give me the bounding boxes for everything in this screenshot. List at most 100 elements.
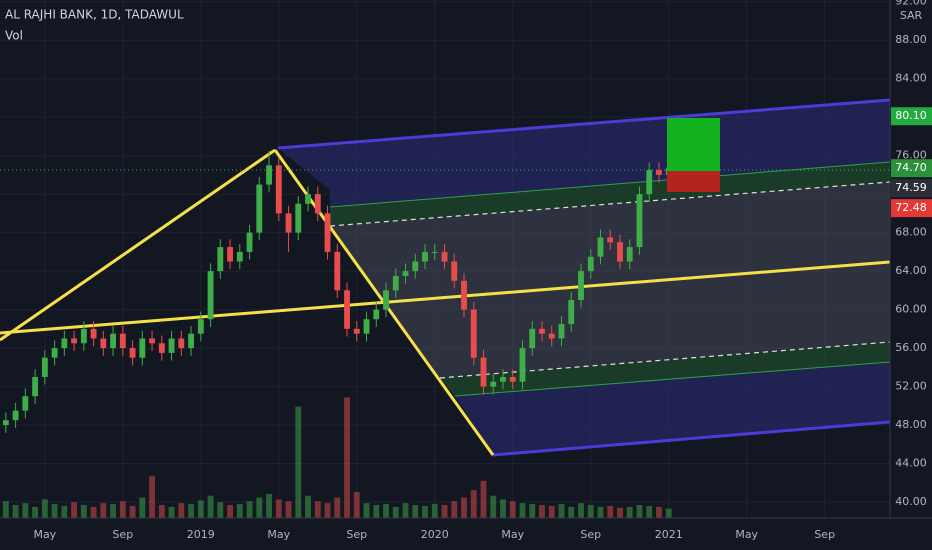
volume-bar bbox=[597, 506, 604, 518]
candle-body bbox=[363, 319, 370, 334]
candle-body bbox=[431, 251, 438, 253]
candle-body bbox=[168, 338, 175, 353]
volume-bar bbox=[500, 499, 506, 518]
candle-body bbox=[22, 396, 29, 411]
pitchfork-middle-zone bbox=[330, 182, 890, 378]
volume-bar bbox=[578, 503, 584, 518]
candle-body bbox=[373, 309, 380, 320]
candles bbox=[2, 150, 672, 433]
volume-bar bbox=[441, 505, 448, 518]
pitchfork-lower-line bbox=[492, 420, 891, 457]
candle-body bbox=[275, 165, 282, 214]
volume-bar bbox=[461, 497, 467, 518]
profit-zone bbox=[667, 118, 720, 171]
candle-body bbox=[402, 271, 409, 276]
price-tag-label: 74.70 bbox=[895, 161, 927, 174]
volume-bar bbox=[178, 503, 185, 518]
median-line bbox=[0, 260, 891, 335]
candle-body bbox=[227, 247, 233, 262]
candle-body bbox=[646, 170, 653, 195]
candle-body bbox=[149, 338, 155, 344]
volume-bar bbox=[90, 506, 97, 518]
price-tag bbox=[891, 199, 932, 218]
volume-bar bbox=[480, 480, 487, 518]
volume-bar bbox=[266, 493, 272, 518]
volume-bar bbox=[139, 497, 146, 518]
y-tick-label: 64.00 bbox=[895, 264, 927, 277]
volume-bar bbox=[149, 476, 155, 518]
volume-bar bbox=[334, 497, 341, 518]
candle-body bbox=[539, 328, 545, 334]
candle-body bbox=[480, 357, 487, 387]
candle-body bbox=[500, 376, 506, 382]
axis-labels: 92.0088.0084.0080.0076.0072.0068.0064.00… bbox=[33, 0, 932, 541]
candle-body bbox=[158, 343, 165, 353]
volume-bar bbox=[207, 495, 214, 518]
currency: SAR bbox=[900, 9, 923, 22]
price-tag-label: 72.48 bbox=[895, 201, 927, 214]
candle-body bbox=[509, 376, 516, 382]
x-tick-label: May bbox=[501, 528, 524, 541]
candle-body bbox=[324, 213, 331, 252]
price-tag-label: 74.59 bbox=[895, 181, 927, 194]
volume-bar bbox=[110, 504, 117, 518]
loss-zone bbox=[667, 171, 720, 192]
volume-bar bbox=[314, 501, 321, 518]
candle-body bbox=[246, 232, 253, 252]
volume-bar bbox=[509, 501, 516, 518]
candle-body bbox=[617, 242, 623, 262]
candle-body bbox=[207, 271, 214, 320]
volume-bar bbox=[188, 504, 194, 518]
indicator-label: Vol bbox=[5, 29, 23, 43]
volume-bar bbox=[422, 505, 428, 518]
candle-body bbox=[51, 348, 58, 358]
volume-bar bbox=[626, 506, 633, 518]
band-line bbox=[454, 361, 891, 397]
x-tick-label: Sep bbox=[580, 528, 601, 541]
candle-body bbox=[607, 237, 614, 243]
x-tick-label: 2020 bbox=[421, 528, 449, 541]
dashed-line bbox=[329, 181, 891, 227]
candle-body bbox=[587, 256, 594, 272]
volume-bar bbox=[665, 508, 672, 518]
pitchfork-upper-zone bbox=[278, 100, 890, 207]
drawings bbox=[0, 98, 891, 457]
pitchfork-upper-line bbox=[277, 98, 891, 150]
price-tag bbox=[891, 179, 932, 198]
volume-bar bbox=[61, 505, 68, 518]
candle-body bbox=[490, 381, 497, 387]
candle-body bbox=[451, 261, 458, 281]
candle-body bbox=[353, 328, 360, 334]
volume-bar bbox=[256, 497, 263, 518]
y-tick-label: 40.00 bbox=[895, 495, 927, 508]
volume-bar bbox=[363, 503, 370, 518]
candle-body bbox=[236, 251, 243, 262]
volume-bar bbox=[373, 505, 380, 518]
volume-bar bbox=[324, 503, 331, 518]
volume-bar bbox=[539, 505, 545, 518]
y-tick-label: 76.00 bbox=[895, 149, 927, 162]
volume-bar bbox=[402, 503, 409, 518]
candle-body bbox=[2, 420, 9, 426]
candle-body bbox=[100, 338, 107, 349]
volume-bar bbox=[646, 505, 653, 518]
volume-bar bbox=[656, 506, 662, 518]
volume-bar bbox=[305, 495, 311, 518]
price-tag-label: 80.10 bbox=[895, 109, 927, 122]
candle-body bbox=[12, 410, 19, 421]
volume-bar bbox=[32, 506, 39, 518]
y-tick-label: 56.00 bbox=[895, 341, 927, 354]
volume-bar bbox=[217, 502, 224, 518]
y-tick-label: 44.00 bbox=[895, 457, 927, 470]
candle-body bbox=[129, 348, 136, 358]
candle-body bbox=[383, 290, 389, 310]
position-box bbox=[667, 118, 720, 192]
volume-bar bbox=[71, 502, 78, 518]
pitchfork-lower-zone bbox=[455, 362, 890, 455]
volume-bar bbox=[51, 504, 58, 518]
x-tick-label: 2019 bbox=[187, 528, 215, 541]
volume-bar bbox=[129, 505, 136, 518]
volume-bar bbox=[168, 506, 175, 518]
